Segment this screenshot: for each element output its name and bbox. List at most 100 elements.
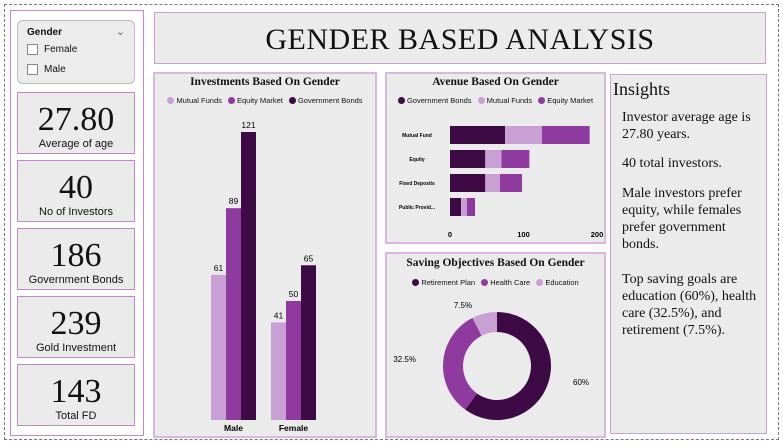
legend-item[interactable]: Education xyxy=(536,278,579,287)
page-title: GENDER BASED ANALYSIS xyxy=(265,23,655,56)
y-tick-label: Equity xyxy=(409,157,424,163)
insights-title: Insights xyxy=(613,79,671,99)
insights-panel: Insights Investor average age is 27.80 y… xyxy=(610,74,767,434)
legend-label: Mutual Funds xyxy=(486,96,533,105)
legend-dot-icon xyxy=(481,279,489,286)
legend-label: Mutual Funds xyxy=(176,96,222,105)
legend-label: Government Bonds xyxy=(406,96,472,105)
legend-item[interactable]: Mutual Funds xyxy=(477,96,533,105)
kpi-average-age: 27.80 Average of age xyxy=(17,92,135,154)
kpi-value: 186 xyxy=(50,237,102,274)
investments-chart-panel: Investments Based On Gender Mutual Funds… xyxy=(153,72,377,438)
checkbox[interactable] xyxy=(27,64,38,75)
legend-dot-icon xyxy=(397,97,405,104)
y-tick-label: Mutual Fund xyxy=(402,133,432,139)
x-tick-label: Female xyxy=(279,423,309,433)
legend-dot-icon xyxy=(412,279,420,286)
legend-item[interactable]: Equity Market xyxy=(538,96,593,105)
legend-item[interactable]: Retirement Plan xyxy=(412,278,475,287)
chart-title: Investments Based On Gender xyxy=(190,76,340,88)
bar-segment xyxy=(450,174,486,192)
x-tick-label: 0 xyxy=(448,230,452,239)
chart-title: Avenue Based On Gender xyxy=(432,76,559,88)
avenue-chart-panel: Avenue Based On Gender Government Bonds … xyxy=(385,72,606,244)
legend-item[interactable]: Government Bonds xyxy=(288,96,363,105)
bar xyxy=(301,265,316,420)
data-label: 50 xyxy=(289,289,299,299)
bar-segment xyxy=(485,174,500,192)
bar xyxy=(271,322,286,420)
bar-segment xyxy=(461,198,467,216)
data-label: 41 xyxy=(274,310,284,320)
legend-label: Retirement Plan xyxy=(421,278,476,287)
kpi-label: Average of age xyxy=(38,138,114,150)
kpi-gold-investment: 239 Gold Investment xyxy=(17,296,135,358)
insight-paragraph: Male investors prefer equity, while fema… xyxy=(622,186,742,252)
chevron-down-icon[interactable]: ⌄ xyxy=(115,26,125,38)
chart-legend: Retirement Plan Health Care Education xyxy=(387,278,604,288)
legend-item[interactable]: Government Bonds xyxy=(397,96,472,105)
bar-segment xyxy=(485,150,502,168)
bar xyxy=(226,208,241,420)
donut-slice xyxy=(465,312,551,420)
insight-paragraph: 40 total investors. xyxy=(622,156,722,171)
kpi-value: 40 xyxy=(59,169,93,206)
investments-bar-chart: 61 89 121 Male 41 50 65 Female xyxy=(211,120,316,433)
legend-label: Health Care xyxy=(490,278,531,287)
kpi-value: 27.80 xyxy=(37,101,115,138)
x-tick-label: 200 xyxy=(591,230,604,239)
kpi-label: Gold Investment xyxy=(35,342,117,354)
x-tick-label: 100 xyxy=(517,230,530,239)
slicer-option-label: Male xyxy=(44,64,66,75)
bar xyxy=(211,274,226,420)
legend-item[interactable]: Mutual Funds xyxy=(167,96,222,105)
kpi-value: 143 xyxy=(50,373,102,410)
slicer-option-female[interactable]: Female xyxy=(27,44,77,55)
bar-segment xyxy=(450,198,462,216)
chart-title: Saving Objectives Based On Gender xyxy=(406,257,585,269)
bar xyxy=(286,300,301,420)
legend-dot-icon xyxy=(288,97,296,104)
bar-segment xyxy=(501,150,530,168)
legend-label: Government Bonds xyxy=(297,96,363,105)
legend-dot-icon xyxy=(536,279,544,286)
donut-slice xyxy=(472,312,497,336)
gender-slicer[interactable]: Gender ⌄ Female Male xyxy=(17,20,135,84)
y-tick-label: Fixed Deposits xyxy=(399,181,435,187)
slice-label: 60% xyxy=(573,378,589,387)
legend-dot-icon xyxy=(227,97,235,104)
kpi-no-of-investors: 40 No of Investors xyxy=(17,160,135,222)
saving-objectives-panel: Saving Objectives Based On Gender Retire… xyxy=(385,252,606,438)
kpi-label: No of Investors xyxy=(39,206,113,218)
legend-dot-icon xyxy=(167,97,175,104)
bar-segment xyxy=(541,126,590,144)
bar-segment xyxy=(450,150,486,168)
chart-legend: Mutual Funds Equity Market Government Bo… xyxy=(155,96,375,106)
data-label: 65 xyxy=(304,253,314,263)
donut-slice xyxy=(443,317,482,410)
data-label: 121 xyxy=(241,120,255,130)
chart-legend: Government Bonds Mutual Funds Equity Mar… xyxy=(387,96,604,106)
slicer-option-male[interactable]: Male xyxy=(27,64,66,75)
kpi-government-bonds: 186 Government Bonds xyxy=(17,228,135,290)
slice-label: 7.5% xyxy=(454,301,472,310)
legend-label: Education xyxy=(545,278,579,287)
bar-segment xyxy=(450,126,506,144)
bar-segment xyxy=(499,174,523,192)
y-tick-label: Public Provid... xyxy=(399,205,436,211)
legend-item[interactable]: Equity Market xyxy=(227,96,283,105)
checkbox[interactable] xyxy=(27,44,38,55)
x-tick-label: Male xyxy=(224,423,243,433)
legend-dot-icon xyxy=(538,97,546,104)
legend-dot-icon xyxy=(477,97,485,104)
data-label: 61 xyxy=(214,263,224,273)
bar xyxy=(241,132,256,420)
saving-objectives-donut: 60% 32.5% 7.5% xyxy=(393,301,589,420)
bar-segment xyxy=(466,198,475,216)
legend-label: Equity Market xyxy=(547,96,594,105)
legend-item[interactable]: Health Care xyxy=(481,278,530,287)
kpi-total-fd: 143 Total FD xyxy=(17,364,135,426)
kpi-value: 239 xyxy=(50,305,102,342)
kpi-label: Government Bonds xyxy=(28,274,124,286)
slicer-title: Gender xyxy=(27,27,63,38)
